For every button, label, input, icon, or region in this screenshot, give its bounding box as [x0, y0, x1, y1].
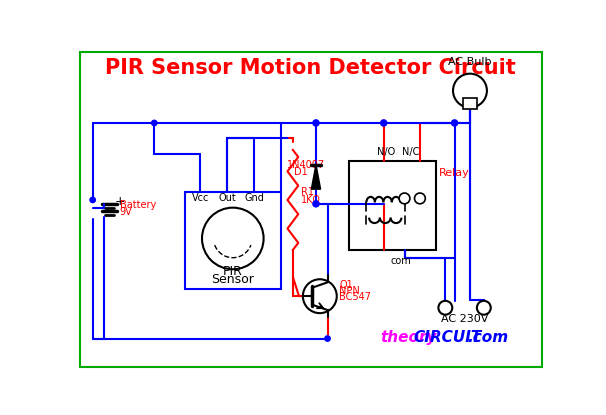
Circle shape: [303, 279, 337, 313]
Circle shape: [325, 336, 330, 341]
Text: Vcc: Vcc: [191, 193, 209, 203]
Circle shape: [152, 120, 157, 126]
Text: com: com: [390, 256, 411, 266]
Text: N/O: N/O: [377, 147, 395, 157]
Text: 1N4007: 1N4007: [287, 160, 325, 170]
Text: Relay: Relay: [438, 168, 469, 178]
Circle shape: [313, 120, 319, 126]
Text: theory: theory: [380, 330, 436, 344]
Circle shape: [453, 74, 487, 107]
Circle shape: [451, 120, 458, 126]
Text: N/C: N/C: [402, 147, 419, 157]
Text: D1: D1: [295, 166, 308, 176]
Text: +: +: [114, 195, 125, 208]
Text: PIR Sensor Motion Detector Circuit: PIR Sensor Motion Detector Circuit: [105, 58, 516, 78]
Text: 1KΩ: 1KΩ: [301, 195, 321, 205]
Circle shape: [399, 193, 410, 204]
Text: BC547: BC547: [339, 292, 371, 302]
Text: NPN: NPN: [339, 286, 360, 296]
Text: .com: .com: [467, 330, 508, 344]
Circle shape: [381, 120, 387, 126]
Text: AC 230V: AC 230V: [441, 314, 488, 324]
Circle shape: [90, 197, 95, 203]
Circle shape: [477, 301, 491, 315]
Circle shape: [415, 193, 425, 204]
Circle shape: [438, 301, 452, 315]
Text: Q1: Q1: [339, 280, 353, 290]
Bar: [463, 98, 477, 109]
Text: 9V: 9V: [119, 207, 132, 217]
Circle shape: [202, 208, 264, 269]
Polygon shape: [311, 164, 321, 189]
Text: Gnd: Gnd: [244, 193, 264, 203]
Text: AC Bulb: AC Bulb: [448, 57, 491, 67]
Bar: [349, 161, 436, 250]
Text: CIRCUIT: CIRCUIT: [414, 330, 482, 344]
Text: Sensor: Sensor: [211, 273, 255, 286]
Text: R1: R1: [301, 187, 313, 197]
Circle shape: [313, 201, 319, 207]
Text: Battery: Battery: [119, 200, 156, 210]
Text: Out: Out: [219, 193, 236, 203]
Text: PIR: PIR: [223, 265, 243, 278]
Bar: [185, 192, 281, 288]
